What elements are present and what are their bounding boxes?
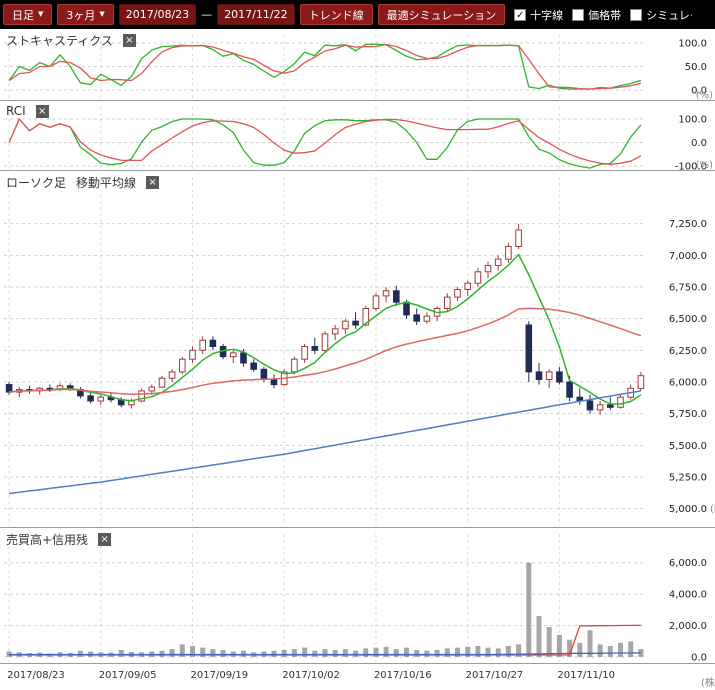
price-band-checkbox[interactable]: 価格帯 [572, 7, 621, 23]
svg-text:7,000.0: 7,000.0 [669, 251, 707, 262]
x-tick-label: 2017/09/05 [98, 670, 157, 681]
svg-text:50.0: 50.0 [685, 62, 707, 73]
svg-text:5,750.0: 5,750.0 [669, 409, 707, 420]
chevron-down-icon: ▼ [38, 10, 44, 18]
volume-chart[interactable]: 6,000.0 4,000.0 2,000.0 0.0 [0, 528, 715, 663]
svg-text:0.0: 0.0 [691, 138, 707, 149]
svg-text:(%): (%) [696, 90, 713, 100]
rci-panel: RCI × 100.0 0.0 -100.0 (%) [0, 101, 715, 171]
candlestick-header: ローソク足 移動平均線 × [6, 174, 160, 191]
range-label: 3ヶ月 [66, 8, 96, 22]
svg-text:5,500.0: 5,500.0 [669, 441, 707, 452]
interval-dropdown[interactable]: 日足 ▼ [3, 4, 53, 25]
stochastics-panel: ストキャスティクス × 100.0 50.0 0.0 (%) [0, 29, 715, 101]
close-icon[interactable]: × [35, 104, 49, 118]
checkbox-label: 十字線 [530, 8, 564, 22]
stochastics-chart[interactable]: 100.0 50.0 0.0(%) [0, 29, 715, 100]
checkbox-icon [572, 8, 585, 21]
svg-text:6,250.0: 6,250.0 [669, 346, 707, 357]
date-from-input[interactable]: 2017/08/23 [118, 4, 197, 25]
svg-text:6,500.0: 6,500.0 [669, 314, 707, 325]
interval-label: 日足 [12, 8, 34, 22]
checkbox-icon: ✓ [514, 8, 527, 21]
date-to-input[interactable]: 2017/11/22 [217, 4, 295, 25]
stochastics-header: ストキャスティクス × [6, 32, 136, 49]
x-tick-label: 2017/10/27 [465, 670, 524, 681]
candlestick-panel: ローソク足 移動平均線 × 7,250.0 7,000.0 6,750.0 6,500… [0, 171, 715, 528]
checkbox-label: 価格帯 [588, 8, 622, 22]
svg-text:6,000.0: 6,000.0 [669, 558, 707, 569]
checkbox-label: シミュレーション [646, 8, 692, 22]
svg-text:5,000.0: 5,000.0 [669, 504, 707, 515]
svg-text:(円): (円) [710, 504, 715, 515]
x-tick-label: 2017/09/19 [190, 670, 249, 681]
volume-title: 売買高+信用残 [6, 533, 89, 547]
chevron-down-icon: ▼ [99, 10, 105, 18]
x-tick-label: 2017/11/10 [557, 670, 616, 681]
svg-text:(%): (%) [696, 160, 713, 170]
svg-text:5,250.0: 5,250.0 [669, 473, 707, 484]
svg-text:6,000.0: 6,000.0 [669, 378, 707, 389]
optimal-simulation-button[interactable]: 最適シミュレーション [377, 4, 506, 25]
volume-panel: 売買高+信用残 × 6,000.0 4,000.0 2,000.0 0.0 [0, 528, 715, 664]
date-axis: (株) 2017/08/23 2017/09/05 2017/09/19 2017/1… [0, 664, 715, 690]
x-tick-label: 2017/10/02 [282, 670, 340, 681]
svg-text:4,000.0: 4,000.0 [669, 590, 707, 601]
x-tick-label: 2017/08/23 [7, 670, 65, 681]
range-dropdown[interactable]: 3ヶ月 ▼ [57, 4, 114, 25]
rci-title: RCI [6, 104, 26, 118]
toolbar: 日足 ▼ 3ヶ月 ▼ 2017/08/23 — 2017/11/22 トレンド線… [0, 0, 715, 29]
volume-header: 売買高+信用残 × [6, 531, 112, 548]
crosshair-checkbox[interactable]: ✓ 十字線 [514, 7, 563, 23]
close-icon[interactable]: × [122, 34, 136, 47]
checkbox-icon [630, 8, 643, 21]
svg-text:7,250.0: 7,250.0 [669, 219, 707, 230]
svg-text:6,750.0: 6,750.0 [669, 283, 707, 294]
volume-unit-label: (株) [701, 678, 715, 689]
date-range-separator: — [201, 8, 213, 21]
close-icon[interactable]: × [98, 533, 112, 546]
svg-text:100.0: 100.0 [678, 39, 707, 50]
svg-text:2,000.0: 2,000.0 [669, 621, 707, 632]
stochastics-title: ストキャスティクス [6, 34, 113, 48]
candlestick-chart[interactable]: 7,250.0 7,000.0 6,750.0 6,500.0 6,250.0 6,000… [0, 171, 715, 527]
rci-chart[interactable]: 100.0 0.0 -100.0(%) [0, 101, 715, 170]
svg-text:0.0: 0.0 [691, 86, 707, 97]
rci-header: RCI × [6, 104, 49, 118]
trend-line-button[interactable]: トレンド線 [299, 4, 373, 25]
x-tick-label: 2017/10/16 [373, 670, 432, 681]
svg-text:0.0: 0.0 [691, 653, 707, 664]
svg-text:100.0: 100.0 [678, 115, 707, 126]
close-icon[interactable]: × [146, 176, 160, 189]
simulation-checkbox[interactable]: シミュレーション [630, 7, 692, 23]
candlestick-title: ローソク足 [6, 176, 67, 190]
svg-text:-100.0: -100.0 [675, 162, 707, 171]
moving-average-title: 移動平均線 [76, 176, 137, 190]
